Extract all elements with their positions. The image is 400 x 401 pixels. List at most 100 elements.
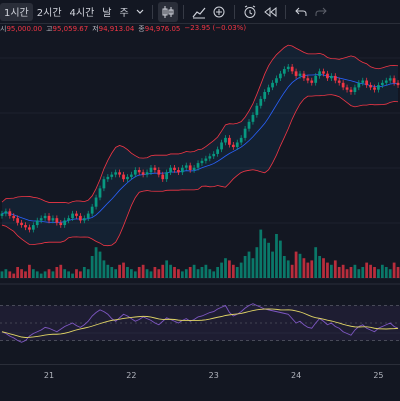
high-label: 고	[46, 25, 53, 33]
interval-3[interactable]: 날	[102, 8, 112, 19]
open-label: 시	[0, 25, 7, 33]
change-value: −23.95 (−0.03%)	[184, 24, 247, 32]
candle-body	[180, 167, 184, 173]
chevron-down-icon	[136, 9, 144, 14]
candle-body	[196, 163, 200, 168]
volume-bar	[345, 269, 349, 278]
candle-body	[86, 213, 90, 219]
ohlc-legend: 시95,000.00 고95,059.67 저94,913.04 종94,976…	[0, 24, 246, 38]
time-axis[interactable]: 21 22 23 24 25	[0, 364, 400, 401]
redo-button[interactable]	[311, 2, 331, 22]
separator	[151, 4, 153, 19]
volume-bar	[212, 271, 216, 278]
volume-bar	[12, 273, 16, 278]
interval-0[interactable]: 1시간	[0, 2, 33, 21]
candle-body	[282, 69, 286, 74]
volume-bar	[298, 253, 302, 278]
candle-body	[275, 78, 278, 83]
candle-body	[35, 220, 39, 226]
separator	[182, 4, 184, 19]
candle-body	[43, 215, 47, 219]
candle-body	[333, 75, 337, 81]
candle-body	[369, 85, 372, 88]
candle-body	[12, 215, 16, 219]
candle-body	[16, 218, 20, 223]
candle-body	[75, 213, 78, 216]
candle-body	[67, 218, 70, 221]
volume-bar	[290, 264, 294, 278]
candle-body	[102, 179, 106, 189]
candle-body	[259, 98, 263, 106]
candle-body	[177, 170, 180, 173]
add-button[interactable]	[209, 2, 229, 22]
candle-body	[318, 71, 321, 76]
candle-body	[157, 170, 161, 175]
replay-icon	[263, 6, 277, 17]
candle-body	[357, 82, 361, 88]
volume-bar	[322, 258, 325, 278]
volume-bar	[43, 271, 47, 278]
interval-dropdown[interactable]	[133, 2, 147, 22]
volume-bar	[94, 247, 98, 278]
candle-body	[161, 174, 165, 180]
volume-bar	[200, 267, 204, 278]
volume-bar	[353, 264, 357, 278]
replay-button[interactable]	[260, 2, 280, 22]
candle-body	[322, 71, 325, 74]
separator	[284, 4, 286, 19]
rsi-line	[1, 303, 399, 343]
top-toolbar: 1시간 2시간 4시간 날 주	[0, 0, 400, 24]
volume-bar	[255, 247, 259, 278]
indicators-button[interactable]	[189, 2, 209, 22]
candle-body	[290, 66, 294, 72]
candle-body	[314, 75, 318, 83]
volume-bar	[141, 264, 145, 278]
volume-bar	[67, 271, 70, 278]
candle-body	[286, 66, 290, 70]
candle-body	[0, 213, 4, 216]
volume-bar	[251, 258, 255, 278]
candle-body	[251, 114, 255, 122]
candle-body	[110, 174, 114, 177]
candle-body	[271, 82, 274, 88]
volume-bar	[126, 267, 129, 278]
candle-body	[122, 174, 125, 180]
candle-body	[349, 89, 353, 92]
candle-body	[294, 71, 298, 76]
candle-body	[188, 165, 192, 170]
candle-body	[392, 78, 396, 83]
interval-2[interactable]: 4시간	[69, 8, 95, 19]
volume-bar	[361, 267, 365, 278]
volume-bar	[55, 267, 59, 278]
candle-body	[345, 87, 349, 90]
volume-bar	[0, 271, 4, 278]
chart-type-button[interactable]	[157, 1, 178, 22]
candle-body	[149, 167, 153, 173]
candle-body	[373, 87, 376, 90]
volume-bar	[239, 262, 243, 278]
candle-body	[39, 218, 43, 221]
undo-button[interactable]	[291, 2, 311, 22]
candle-body	[200, 160, 204, 164]
volume-bar	[20, 269, 23, 278]
price-chart[interactable]	[0, 38, 400, 364]
candle-body	[341, 82, 345, 88]
volume-bar	[35, 271, 39, 278]
interval-1[interactable]: 2시간	[36, 8, 62, 19]
interval-4[interactable]: 주	[119, 8, 129, 19]
candle-body	[384, 80, 388, 83]
alert-button[interactable]	[240, 2, 260, 22]
bollinger-lower	[1, 94, 399, 247]
volume-bar	[357, 269, 361, 278]
volume-bar	[306, 262, 310, 278]
candle-body	[330, 75, 333, 79]
candle-body	[326, 73, 329, 79]
candle-body	[212, 153, 216, 157]
candle-body	[137, 170, 141, 173]
candle-body	[235, 142, 239, 148]
candle-body	[184, 165, 188, 168]
volume-bar	[145, 269, 149, 278]
volume-bar	[275, 234, 278, 278]
candle-body	[216, 149, 220, 154]
volume-bar	[177, 269, 180, 278]
